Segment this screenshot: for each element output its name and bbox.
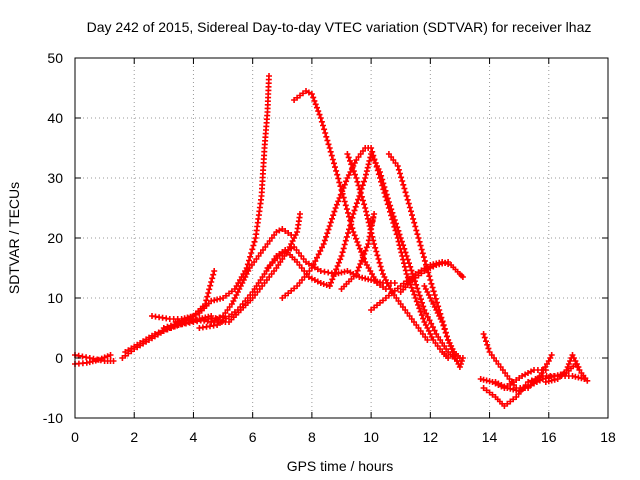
data-series-s13 [326, 151, 460, 364]
data-series-s6 [160, 73, 272, 331]
x-tick-label: 6 [249, 429, 257, 445]
x-tick-label: 12 [423, 429, 439, 445]
x-tick-label: 18 [600, 429, 616, 445]
y-tick-label: 50 [47, 50, 63, 66]
data-series-layer [72, 73, 591, 409]
axis-ticks: 0 2 4 6 8 10 12 14 16 18 -10 0 10 20 30 40 50 [43, 50, 616, 445]
data-point-markers [291, 88, 389, 292]
y-tick-label: 10 [47, 290, 63, 306]
data-point-markers [326, 151, 460, 364]
y-tick-label: -10 [43, 410, 63, 426]
data-series-s19 [421, 283, 466, 370]
data-point-markers [344, 151, 431, 343]
x-tick-label: 2 [130, 429, 138, 445]
y-tick-label: 30 [47, 170, 63, 186]
x-axis-label: GPS time / hours [287, 458, 394, 474]
x-tick-label: 8 [308, 429, 316, 445]
y-tick-label: 20 [47, 230, 63, 246]
x-tick-label: 4 [190, 429, 198, 445]
y-tick-label: 0 [55, 350, 63, 366]
chart-title: Day 242 of 2015, Sidereal Day-to-day VTE… [87, 19, 592, 35]
data-point-markers [338, 211, 378, 292]
grid-lines [75, 58, 608, 418]
y-tick-label: 40 [47, 110, 63, 126]
data-series-s14 [344, 151, 431, 343]
x-tick-label: 0 [71, 429, 79, 445]
data-point-markers [421, 283, 466, 370]
data-point-markers [160, 73, 272, 331]
data-series-s11 [291, 88, 389, 292]
data-point-markers [542, 352, 582, 385]
x-tick-label: 10 [363, 429, 379, 445]
y-axis-label: SDTVAR / TECUs [6, 182, 22, 294]
data-series-s15 [338, 211, 378, 292]
data-series-s24 [542, 352, 582, 385]
x-tick-label: 16 [541, 429, 557, 445]
x-tick-label: 14 [482, 429, 498, 445]
data-series-s18 [397, 259, 452, 295]
data-point-markers [397, 259, 452, 295]
